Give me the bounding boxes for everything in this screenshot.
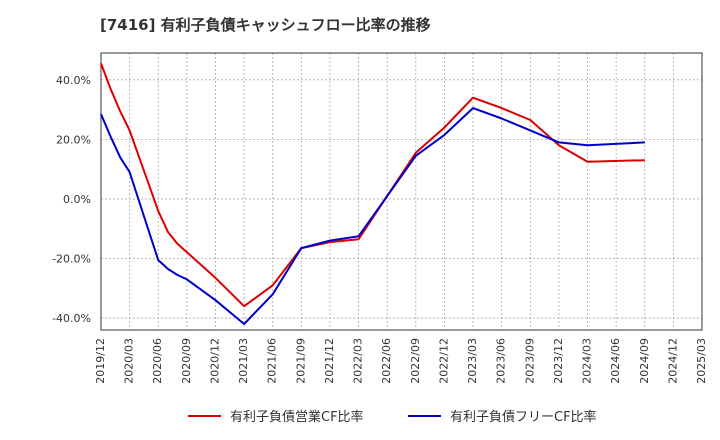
- x-tick-label: 2019/12: [94, 338, 107, 384]
- x-tick-label: 2024/06: [609, 338, 622, 384]
- grid-lines: [100, 53, 703, 330]
- legend-label-2: 有利子負債フリーCF比率: [450, 409, 597, 425]
- x-tick-label: 2020/12: [208, 338, 221, 384]
- x-axis-labels: 2019/12 2020/03 2020/06 2020/09 2020/12 2021/…: [94, 338, 708, 384]
- x-tick-label: 2023/03: [466, 338, 479, 384]
- x-tick-label: 2022/09: [409, 338, 422, 384]
- x-tick-label: 2020/09: [180, 338, 193, 384]
- chart-title: [7416] 有利子負債キャッシュフロー比率の推移: [100, 16, 431, 34]
- x-tick-label: 2021/09: [294, 338, 307, 384]
- y-tick-label: -20.0%: [52, 253, 91, 266]
- x-tick-label: 2024/12: [666, 338, 679, 384]
- series-lines: [100, 63, 645, 325]
- legend-label-1: 有利子負債営業CF比率: [230, 409, 364, 425]
- x-tick-label: 2023/09: [523, 338, 536, 384]
- series-line-1: [100, 63, 645, 308]
- y-tick-label: -40.0%: [52, 312, 91, 325]
- x-tick-label: 2023/12: [552, 338, 565, 384]
- y-axis-labels: 40.0% 20.0% 0.0% -20.0% -40.0%: [52, 74, 91, 325]
- x-tick-label: 2021/12: [323, 338, 336, 384]
- x-tick-label: 2022/12: [437, 338, 450, 384]
- x-tick-label: 2022/03: [352, 338, 365, 384]
- legend: 有利子負債営業CF比率 有利子負債フリーCF比率: [188, 409, 597, 425]
- plot-frame: [100, 52, 703, 331]
- x-tick-label: 2022/06: [380, 338, 393, 384]
- x-tick-label: 2025/03: [695, 338, 708, 384]
- x-tick-label: 2021/03: [237, 338, 250, 384]
- x-tick-label: 2024/09: [638, 338, 651, 384]
- x-tick-label: 2021/06: [266, 338, 279, 384]
- x-tick-label: 2024/03: [581, 338, 594, 384]
- series-line-2: [100, 107, 645, 325]
- y-tick-label: 20.0%: [56, 133, 91, 146]
- x-tick-label: 2023/06: [495, 338, 508, 384]
- y-tick-label: 0.0%: [63, 193, 91, 206]
- y-tick-label: 40.0%: [56, 74, 91, 87]
- x-tick-label: 2020/06: [151, 338, 164, 384]
- x-tick-label: 2020/03: [123, 338, 136, 384]
